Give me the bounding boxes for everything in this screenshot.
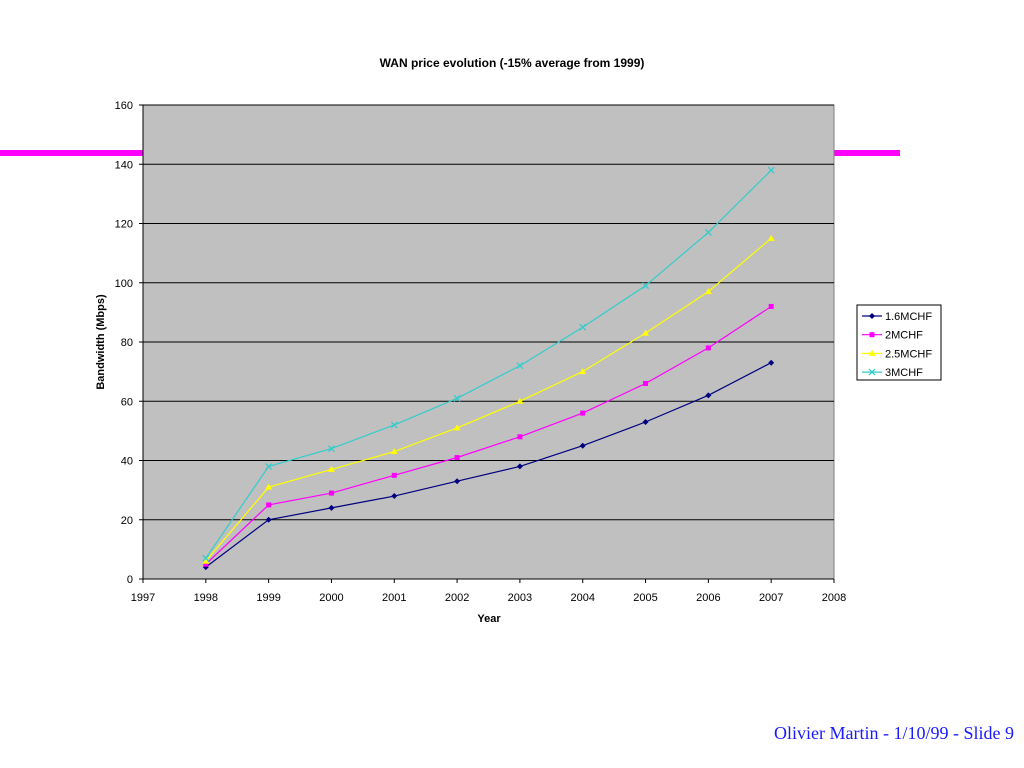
y-tick-label: 60 [121, 396, 133, 408]
data-point [705, 345, 711, 351]
data-point [768, 359, 775, 366]
y-tick-label: 160 [115, 100, 133, 112]
data-point [454, 455, 460, 461]
data-point [642, 418, 649, 425]
y-tick-label: 80 [121, 337, 133, 349]
legend-marker [869, 332, 875, 338]
pink-rule-left [0, 150, 144, 156]
data-point [202, 554, 210, 562]
data-point [265, 462, 273, 470]
data-point [265, 483, 273, 490]
series-line [205, 169, 772, 559]
series-line [205, 305, 772, 565]
pink-rule-right [834, 150, 900, 156]
data-point [768, 303, 774, 309]
data-point [328, 504, 335, 511]
data-point [516, 397, 524, 404]
data-point [704, 288, 712, 295]
data-point [579, 442, 586, 449]
data-point [767, 234, 775, 241]
data-point [391, 493, 398, 500]
series-4 [202, 166, 775, 562]
data-point [202, 557, 210, 564]
legend-label: 2MCHF [885, 330, 923, 342]
y-tick-label: 20 [121, 515, 133, 527]
x-tick-label: 1998 [194, 592, 218, 604]
x-tick-label: 2006 [696, 592, 720, 604]
chart-title: WAN price evolution (-15% average from 1… [380, 56, 645, 70]
x-tick-label: 2000 [319, 592, 343, 604]
data-point [516, 463, 523, 470]
data-point [453, 394, 461, 402]
legend-label: 2.5MCHF [885, 348, 932, 360]
data-point [643, 380, 649, 386]
slide-footer: Olivier Martin - 1/10/99 - Slide 9 [774, 723, 1014, 743]
data-point [704, 228, 712, 236]
data-point [580, 410, 586, 416]
legend-marker [869, 313, 875, 319]
y-tick-label: 0 [127, 574, 133, 586]
data-point [767, 166, 775, 174]
line-chart: WAN price evolution (-15% average from 1… [95, 56, 942, 625]
x-tick-label: 2004 [570, 592, 594, 604]
y-axis-title: Bandwidth (Mbps) [95, 294, 107, 390]
y-tick-label: 40 [121, 456, 133, 468]
legend-marker [868, 368, 876, 376]
series-line [205, 237, 772, 562]
data-point [517, 434, 523, 440]
legend-item: 2MCHF [862, 330, 923, 342]
x-tick-label: 2002 [445, 592, 469, 604]
series-3 [202, 234, 775, 564]
data-point [642, 329, 650, 336]
x-tick-label: 2001 [382, 592, 406, 604]
data-point [203, 561, 209, 567]
x-tick-label: 1999 [256, 592, 280, 604]
series-2 [203, 303, 774, 567]
legend-label: 3MCHF [885, 367, 923, 379]
x-axis-title: Year [477, 613, 501, 625]
data-point [705, 392, 712, 399]
data-point [265, 516, 272, 523]
x-tick-label: 1997 [131, 592, 155, 604]
series-line [205, 362, 772, 568]
legend-label: 1.6MCHF [885, 311, 932, 323]
data-point [642, 282, 650, 290]
legend: 1.6MCHF 2MCHF 2.5MCHF 3MCHF [856, 304, 942, 381]
x-tick-label: 2007 [759, 592, 783, 604]
data-point [266, 502, 272, 508]
y-tick-label: 140 [115, 159, 133, 171]
data-point [454, 478, 461, 485]
y-tick-label: 100 [115, 278, 133, 290]
legend-marker [868, 349, 876, 356]
x-tick-label: 2008 [822, 592, 846, 604]
x-tick-label: 2005 [633, 592, 657, 604]
x-tick-label: 2003 [508, 592, 532, 604]
legend-item: 1.6MCHF [862, 311, 932, 323]
data-point [390, 448, 398, 455]
data-point [391, 472, 397, 478]
legend-item: 3MCHF [862, 367, 923, 379]
data-point [327, 445, 335, 453]
data-point [579, 323, 587, 331]
data-point [453, 424, 461, 431]
y-tick-label: 120 [115, 219, 133, 231]
data-point [328, 490, 334, 496]
legend-item: 2.5MCHF [862, 348, 932, 360]
data-point [579, 368, 587, 375]
data-point [327, 465, 335, 472]
data-point [390, 421, 398, 429]
data-point [516, 362, 524, 370]
